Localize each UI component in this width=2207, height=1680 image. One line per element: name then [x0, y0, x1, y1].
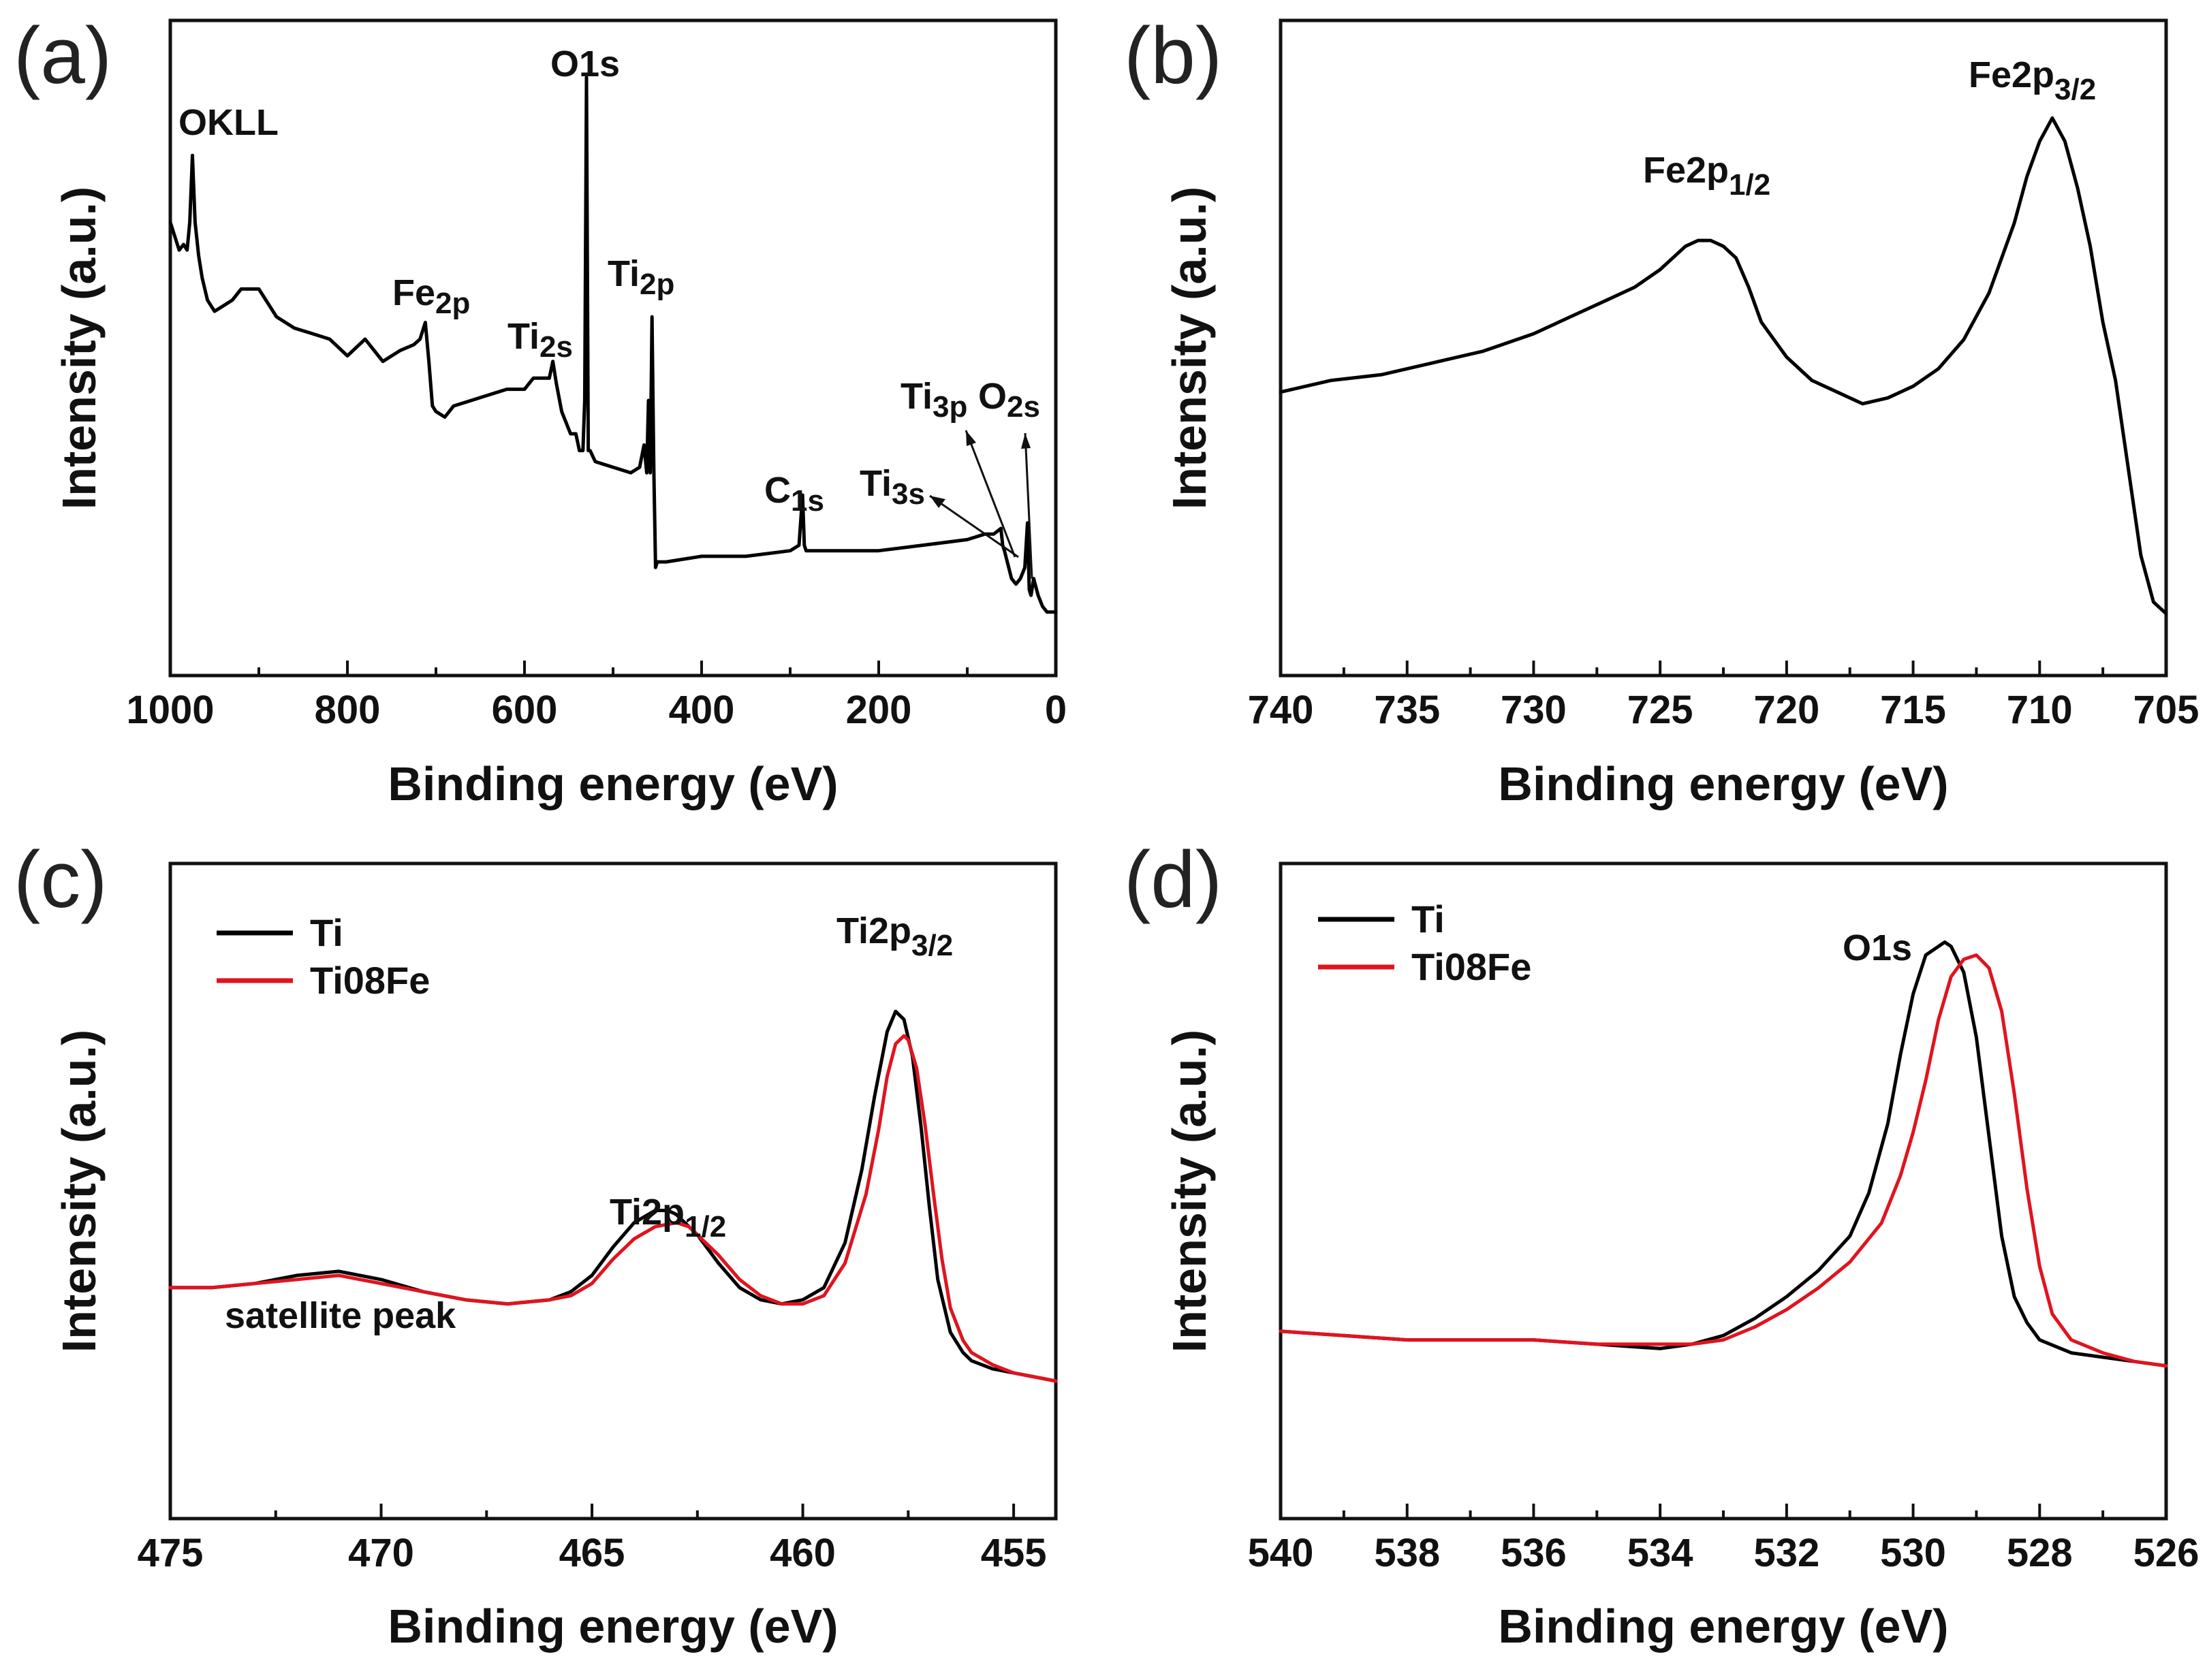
x-tick-label: 735 — [1374, 688, 1440, 732]
series-line-fe2p — [1279, 116, 2168, 616]
x-axis: 1000 800 600 400 200 0 — [126, 661, 1067, 732]
x-tick-label: 536 — [1501, 1531, 1567, 1575]
annotations: OKLL O1s Fe2p Ti2s Ti2p C1s Ti3s Ti3p O2… — [178, 44, 1040, 580]
x-tick-label: 715 — [1880, 688, 1946, 732]
series-line-survey — [168, 76, 1058, 614]
panel-d: (d) 540 538 536 534 532 530 528 526 Binding ene… — [1124, 835, 2199, 1653]
plot-area — [168, 76, 1058, 614]
legend: Ti Ti08Fe — [217, 911, 430, 1002]
annotation-ti3s: Ti3s — [860, 463, 925, 511]
x-tick-label: 800 — [315, 688, 381, 732]
legend-label-ti: Ti — [310, 911, 343, 954]
x-tick-label: 730 — [1501, 688, 1567, 732]
x-tick-label: 530 — [1880, 1531, 1946, 1575]
annotations: satellite peak Ti2p1/2 Ti2p3/2 — [225, 910, 953, 1336]
x-tick-label: 740 — [1248, 688, 1314, 732]
annotation-o2s: O2s — [978, 376, 1040, 424]
plot-area — [168, 1009, 1058, 1383]
x-tick-label: 400 — [669, 688, 735, 732]
arrow-head-icon — [1021, 433, 1031, 449]
annotation-fe2p-3-2: Fe2p3/2 — [1969, 54, 2096, 106]
annotation-okll: OKLL — [178, 102, 279, 143]
x-tick-label: 526 — [2133, 1531, 2200, 1575]
x-axis-title: Binding energy (eV) — [388, 1600, 838, 1653]
panel-a: (a) 1000 800 600 400 200 0 Binding energy (eV… — [14, 11, 1067, 810]
annotations: O1s — [1843, 928, 1912, 968]
x-tick-label: 528 — [2007, 1531, 2073, 1575]
arrow-ti3s — [929, 494, 1019, 558]
x-tick-label: 455 — [981, 1531, 1047, 1575]
annotation-ti3p: Ti3p — [901, 376, 967, 424]
x-tick-label: 470 — [348, 1531, 414, 1575]
y-axis-title: Intensity (a.u.) — [1163, 187, 1216, 509]
arrow-o2s — [1024, 432, 1033, 580]
x-tick-label: 538 — [1374, 1531, 1440, 1575]
annotation-o1s: O1s — [550, 44, 620, 84]
annotation-fe2p: Fe2p — [392, 272, 470, 320]
x-axis: 475 470 465 460 455 — [138, 1504, 1047, 1575]
legend: Ti Ti08Fe — [1318, 898, 1531, 988]
series-line-ti — [1279, 940, 2168, 1368]
y-axis-title: Intensity (a.u.) — [52, 1030, 106, 1352]
legend-label-ti08fe: Ti08Fe — [310, 959, 430, 1002]
x-tick-label: 1000 — [126, 688, 214, 732]
arrow-head-icon — [966, 430, 976, 446]
x-tick-label: 705 — [2133, 688, 2200, 732]
panel-label: (c) — [14, 835, 108, 925]
x-axis-title: Binding energy (eV) — [1498, 1600, 1948, 1653]
annotation-ti2s: Ti2s — [507, 316, 573, 364]
panel-label: (a) — [14, 11, 112, 101]
x-tick-label: 475 — [138, 1531, 204, 1575]
x-tick-label: 460 — [770, 1531, 836, 1575]
plot-frame — [168, 861, 1058, 1521]
annotation-ti2p-3-2: Ti2p3/2 — [836, 910, 953, 962]
panel-label: (b) — [1124, 11, 1222, 101]
legend-label-ti08fe: Ti08Fe — [1411, 945, 1531, 988]
annotation-o1s: O1s — [1843, 928, 1912, 968]
x-axis-title: Binding energy (eV) — [388, 757, 838, 810]
annotations: Fe2p1/2 Fe2p3/2 — [1643, 54, 2096, 202]
series-line-ti08fe — [1279, 953, 2168, 1368]
annotation-fe2p-1-2: Fe2p1/2 — [1643, 150, 1770, 202]
x-tick-label: 0 — [1045, 688, 1067, 732]
plot-area — [1279, 116, 2168, 616]
x-tick-label: 200 — [846, 688, 912, 732]
annotation-satellite: satellite peak — [225, 1295, 456, 1336]
x-tick-label: 600 — [492, 688, 558, 732]
x-axis-title: Binding energy (eV) — [1498, 757, 1948, 810]
arrow-ti3p — [965, 430, 1016, 558]
x-tick-label: 720 — [1753, 688, 1819, 732]
arrow-head-icon — [930, 496, 945, 508]
x-tick-label: 725 — [1627, 688, 1693, 732]
legend-label-ti: Ti — [1411, 898, 1445, 940]
annotation-c1s: C1s — [764, 470, 824, 518]
panel-b: (b) 740 735 730 725 720 715 710 705 Binding ene… — [1124, 11, 2199, 810]
x-tick-label: 710 — [2007, 688, 2073, 732]
plot-frame — [1279, 18, 2168, 678]
panel-label: (d) — [1124, 835, 1222, 925]
x-tick-label: 465 — [559, 1531, 625, 1575]
y-axis-title: Intensity (a.u.) — [52, 187, 106, 509]
series-line-ti08fe — [168, 1034, 1058, 1383]
y-axis-title: Intensity (a.u.) — [1163, 1030, 1216, 1352]
x-tick-label: 532 — [1753, 1531, 1819, 1575]
annotation-ti2p: Ti2p — [608, 253, 674, 301]
annotation-ti2p-1-2: Ti2p1/2 — [610, 1192, 726, 1243]
plot-frame — [168, 18, 1058, 678]
x-axis: 740 735 730 725 720 715 710 705 — [1248, 661, 2200, 732]
x-tick-label: 534 — [1627, 1531, 1693, 1575]
plot-area — [1279, 940, 2168, 1368]
x-tick-label: 540 — [1248, 1531, 1314, 1575]
panel-c: (c) 475 470 465 460 455 Binding energy (eV) … — [14, 835, 1058, 1653]
x-axis: 540 538 536 534 532 530 528 526 — [1248, 1504, 2200, 1575]
